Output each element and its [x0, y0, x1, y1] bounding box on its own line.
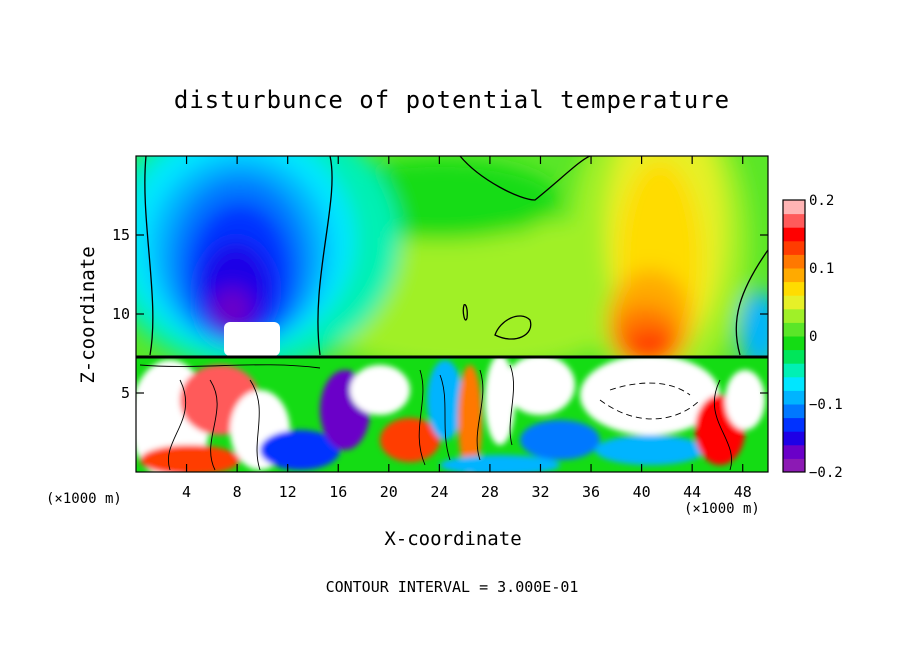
colorbar-swatch — [783, 417, 805, 432]
potential-temperature-field — [136, 156, 768, 472]
contour-interval-note: CONTOUR INTERVAL = 3.000E-01 — [325, 578, 579, 596]
x-tick-label: 16 — [329, 483, 347, 501]
colorbar-frame — [782, 199, 806, 473]
colorbar-swatch — [783, 268, 805, 283]
colorbar-swatch — [783, 308, 805, 323]
x-tick-label: 44 — [683, 483, 701, 501]
colorbar-swatch — [783, 254, 805, 269]
x-axis-label: X-coordinate — [384, 528, 522, 550]
colorbar-swatch — [783, 200, 805, 215]
colorbar: 0.2 0.1 0 −0.1 −0.2 — [782, 193, 843, 481]
y-tick-label: 10 — [112, 305, 130, 323]
x-tick-label: 20 — [380, 483, 398, 501]
colorbar-swatch — [783, 431, 805, 446]
x-tick-label: 8 — [233, 483, 242, 501]
x-tick-label: 36 — [582, 483, 600, 501]
colorbar-swatch — [783, 349, 805, 364]
colorbar-swatch — [783, 404, 805, 419]
y-tick-label: 5 — [121, 384, 130, 402]
colorbar-swatch — [783, 336, 805, 351]
colorbar-tick-label: −0.2 — [809, 465, 843, 481]
colorbar-swatch — [783, 444, 805, 459]
colorbar-swatch — [783, 295, 805, 310]
colorbar-swatch — [783, 227, 805, 242]
chart-title: disturbunce of potential temperature — [173, 86, 731, 114]
colorbar-swatch — [783, 376, 805, 391]
x-tick-label: 32 — [531, 483, 549, 501]
colorbar-swatch — [783, 322, 805, 337]
colorbar-swatch — [783, 213, 805, 228]
x-tick-label: 40 — [633, 483, 651, 501]
colorbar-swatch — [783, 240, 805, 255]
colorbar-swatch — [783, 458, 805, 473]
colorbar-tick-label: −0.1 — [809, 397, 843, 413]
x-tick-label: 4 — [182, 483, 191, 501]
y-axis-label: Z-coordinate — [77, 246, 99, 384]
x-tick-label: 12 — [279, 483, 297, 501]
x-unit-label-right: (×1000 m) — [684, 501, 760, 517]
colorbar-tick-label: 0 — [809, 329, 817, 345]
colorbar-swatch — [783, 281, 805, 296]
colorbar-tick-label: 0.1 — [809, 261, 834, 277]
x-unit-label-left: (×1000 m) — [46, 491, 122, 507]
colorbar-tick-label: 0.2 — [809, 193, 834, 209]
x-axis: 4 8 12 16 20 24 28 32 36 40 44 48 — [182, 156, 752, 501]
colorbar-swatch — [783, 390, 805, 405]
y-axis: 5 10 15 — [112, 226, 768, 402]
x-tick-label: 48 — [734, 483, 752, 501]
x-tick-label: 28 — [481, 483, 499, 501]
y-tick-label: 15 — [112, 226, 130, 244]
x-tick-label: 24 — [430, 483, 448, 501]
colorbar-swatch — [783, 363, 805, 378]
